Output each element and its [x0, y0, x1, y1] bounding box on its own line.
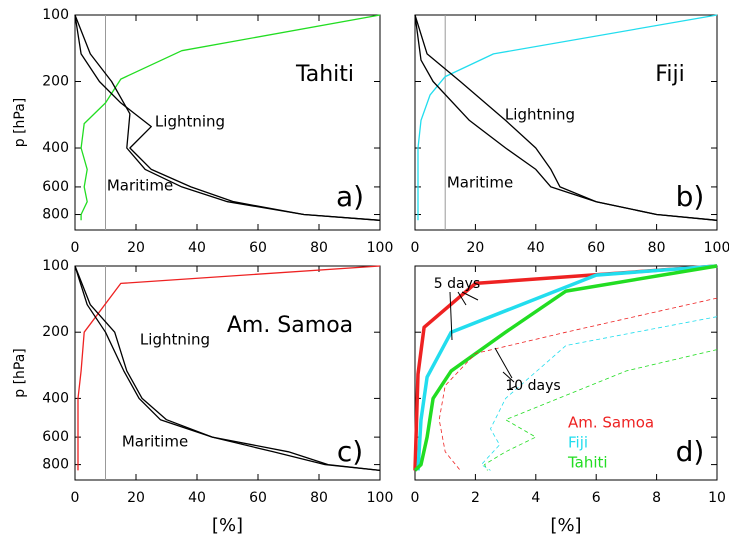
x-tick-label: 20 — [466, 240, 484, 256]
series-label: Maritime — [107, 177, 173, 195]
x-tick-label: 80 — [648, 240, 666, 256]
x-tick-label: 60 — [249, 490, 267, 506]
x-tick-label: 2 — [471, 490, 480, 506]
panel-title: Tahiti — [295, 62, 354, 87]
panel-title: Am. Samoa — [227, 313, 353, 338]
series-line — [481, 316, 718, 471]
series-line — [484, 349, 718, 471]
legend-entry: Tahiti — [567, 454, 608, 472]
plot-frame — [74, 265, 381, 481]
series-label: Lightning — [140, 331, 210, 349]
annotation: 10 days — [505, 378, 560, 394]
panel-letter: a) — [336, 180, 364, 213]
x-tick-label: 10 — [708, 490, 726, 506]
annotation-pointer — [507, 385, 517, 391]
y-tick-label: 200 — [42, 324, 69, 340]
y-axis-label: p [hPa] — [12, 348, 28, 398]
series-line — [74, 14, 381, 221]
panel-letter: d) — [676, 435, 705, 468]
x-tick-label: 100 — [704, 240, 729, 256]
y-tick-label: 100 — [42, 258, 69, 274]
y-tick-label: 200 — [42, 74, 69, 90]
x-tick-label: 60 — [249, 240, 267, 256]
series-label: Lightning — [505, 106, 575, 124]
series-line — [413, 264, 718, 471]
y-tick-label: 800 — [42, 207, 69, 223]
panel-letter: b) — [676, 180, 705, 213]
series-line — [414, 14, 718, 221]
x-axis-label: [%] — [550, 515, 581, 536]
y-tick-label: 600 — [42, 179, 69, 195]
series-label: Maritime — [122, 433, 188, 451]
x-tick-label: 0 — [411, 240, 420, 256]
legend-entry: Fiji — [568, 434, 588, 452]
series-label: Lightning — [155, 113, 225, 131]
series-line — [74, 265, 381, 472]
annotation-pointer — [449, 291, 453, 341]
annotation: 5 days — [434, 276, 480, 292]
x-tick-label: 0 — [71, 490, 80, 506]
x-tick-label: 4 — [531, 490, 540, 506]
x-tick-label: 6 — [592, 490, 601, 506]
series-line — [438, 297, 718, 471]
panel-title: Fiji — [655, 62, 684, 87]
legend-entry: Am. Samoa — [568, 414, 654, 432]
series-line — [80, 14, 381, 221]
series-line — [74, 14, 381, 221]
annotation-pointer — [461, 291, 479, 301]
plot-frame — [74, 14, 381, 231]
x-tick-label: 80 — [310, 490, 328, 506]
x-tick-label: 0 — [71, 240, 80, 256]
x-tick-label: 40 — [527, 240, 545, 256]
series-label: Maritime — [447, 174, 513, 192]
x-tick-label: 0 — [411, 490, 420, 506]
y-axis-label: p [hPa] — [12, 98, 28, 148]
x-tick-label: 100 — [367, 240, 394, 256]
y-tick-label: 800 — [42, 457, 69, 473]
x-tick-label: 80 — [310, 240, 328, 256]
x-axis-label: [%] — [212, 515, 243, 536]
series-line — [417, 14, 718, 221]
x-tick-label: 20 — [127, 490, 145, 506]
annotation-pointer — [457, 291, 467, 306]
x-tick-label: 60 — [587, 240, 605, 256]
x-tick-label: 40 — [188, 240, 206, 256]
x-tick-label: 8 — [652, 490, 661, 506]
y-tick-label: 400 — [42, 140, 69, 156]
series-line — [77, 265, 381, 471]
y-tick-label: 100 — [42, 7, 69, 23]
series-line — [413, 264, 718, 472]
series-line — [74, 265, 381, 472]
y-tick-label: 400 — [42, 390, 69, 406]
annotation-pointer — [502, 371, 515, 383]
series-line — [416, 264, 718, 471]
plot-frame — [414, 14, 718, 231]
x-tick-label: 20 — [127, 240, 145, 256]
plot-frame — [414, 265, 718, 481]
x-tick-label: 40 — [188, 490, 206, 506]
y-tick-label: 600 — [42, 429, 69, 445]
x-tick-label: 100 — [367, 490, 394, 506]
annotation-pointer — [494, 347, 513, 379]
panel-letter: c) — [337, 435, 363, 468]
